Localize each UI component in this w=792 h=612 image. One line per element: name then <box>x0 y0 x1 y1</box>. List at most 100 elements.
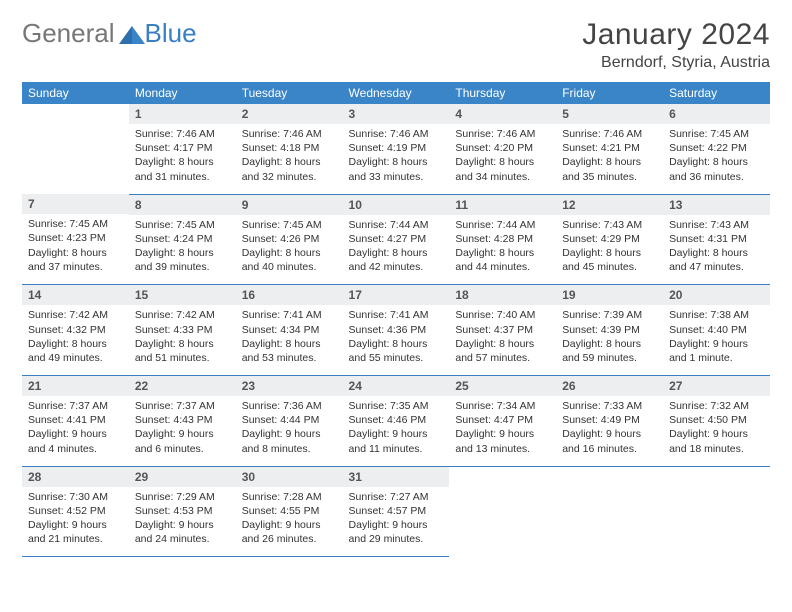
day-number: 7 <box>22 194 129 214</box>
calendar-cell: 12Sunrise: 7:43 AMSunset: 4:29 PMDayligh… <box>556 194 663 285</box>
calendar-body: 1Sunrise: 7:46 AMSunset: 4:17 PMDaylight… <box>22 104 770 557</box>
day-number: 2 <box>236 104 343 124</box>
day-number: 25 <box>449 376 556 396</box>
day-number: 31 <box>343 467 450 487</box>
logo: General Blue <box>22 18 197 49</box>
day-details: Sunrise: 7:45 AMSunset: 4:22 PMDaylight:… <box>663 124 770 194</box>
location-text: Berndorf, Styria, Austria <box>582 54 770 72</box>
title-block: January 2024 Berndorf, Styria, Austria <box>582 18 770 72</box>
day-number: 17 <box>343 285 450 305</box>
day-number: 3 <box>343 104 450 124</box>
day-number: 24 <box>343 376 450 396</box>
calendar-cell: 25Sunrise: 7:34 AMSunset: 4:47 PMDayligh… <box>449 376 556 467</box>
day-number: 19 <box>556 285 663 305</box>
day-details: Sunrise: 7:43 AMSunset: 4:29 PMDaylight:… <box>556 215 663 285</box>
calendar-cell: 24Sunrise: 7:35 AMSunset: 4:46 PMDayligh… <box>343 376 450 467</box>
day-details: Sunrise: 7:37 AMSunset: 4:43 PMDaylight:… <box>129 396 236 466</box>
calendar-cell: 13Sunrise: 7:43 AMSunset: 4:31 PMDayligh… <box>663 194 770 285</box>
day-details: Sunrise: 7:46 AMSunset: 4:21 PMDaylight:… <box>556 124 663 194</box>
day-details: Sunrise: 7:30 AMSunset: 4:52 PMDaylight:… <box>22 487 129 557</box>
day-details: Sunrise: 7:29 AMSunset: 4:53 PMDaylight:… <box>129 487 236 557</box>
weekday-header: Friday <box>556 82 663 104</box>
day-number: 15 <box>129 285 236 305</box>
day-details: Sunrise: 7:42 AMSunset: 4:33 PMDaylight:… <box>129 305 236 375</box>
day-number: 12 <box>556 195 663 215</box>
day-number: 13 <box>663 195 770 215</box>
day-number: 23 <box>236 376 343 396</box>
calendar-row: 21Sunrise: 7:37 AMSunset: 4:41 PMDayligh… <box>22 376 770 467</box>
page-title: January 2024 <box>582 18 770 52</box>
calendar-cell: 7Sunrise: 7:45 AMSunset: 4:23 PMDaylight… <box>22 194 129 285</box>
calendar-cell: 14Sunrise: 7:42 AMSunset: 4:32 PMDayligh… <box>22 285 129 376</box>
day-details: Sunrise: 7:46 AMSunset: 4:19 PMDaylight:… <box>343 124 450 194</box>
day-number: 6 <box>663 104 770 124</box>
calendar-cell: 26Sunrise: 7:33 AMSunset: 4:49 PMDayligh… <box>556 376 663 467</box>
calendar-cell: 18Sunrise: 7:40 AMSunset: 4:37 PMDayligh… <box>449 285 556 376</box>
day-number: 27 <box>663 376 770 396</box>
calendar-cell <box>22 104 129 194</box>
day-details: Sunrise: 7:46 AMSunset: 4:20 PMDaylight:… <box>449 124 556 194</box>
day-number: 9 <box>236 195 343 215</box>
day-number: 29 <box>129 467 236 487</box>
calendar-cell: 21Sunrise: 7:37 AMSunset: 4:41 PMDayligh… <box>22 376 129 467</box>
day-details: Sunrise: 7:44 AMSunset: 4:27 PMDaylight:… <box>343 215 450 285</box>
day-number: 30 <box>236 467 343 487</box>
calendar-cell: 2Sunrise: 7:46 AMSunset: 4:18 PMDaylight… <box>236 104 343 194</box>
calendar-cell <box>449 466 556 557</box>
calendar-row: 14Sunrise: 7:42 AMSunset: 4:32 PMDayligh… <box>22 285 770 376</box>
calendar-cell: 15Sunrise: 7:42 AMSunset: 4:33 PMDayligh… <box>129 285 236 376</box>
day-details: Sunrise: 7:34 AMSunset: 4:47 PMDaylight:… <box>449 396 556 466</box>
logo-text-2: Blue <box>145 18 197 49</box>
day-number: 20 <box>663 285 770 305</box>
day-details: Sunrise: 7:41 AMSunset: 4:34 PMDaylight:… <box>236 305 343 375</box>
day-details: Sunrise: 7:43 AMSunset: 4:31 PMDaylight:… <box>663 215 770 285</box>
calendar-cell: 5Sunrise: 7:46 AMSunset: 4:21 PMDaylight… <box>556 104 663 194</box>
day-details: Sunrise: 7:46 AMSunset: 4:17 PMDaylight:… <box>129 124 236 194</box>
calendar-cell: 4Sunrise: 7:46 AMSunset: 4:20 PMDaylight… <box>449 104 556 194</box>
header: General Blue January 2024 Berndorf, Styr… <box>22 18 770 72</box>
weekday-header: Thursday <box>449 82 556 104</box>
calendar-cell: 28Sunrise: 7:30 AMSunset: 4:52 PMDayligh… <box>22 466 129 557</box>
day-number: 10 <box>343 195 450 215</box>
day-details: Sunrise: 7:28 AMSunset: 4:55 PMDaylight:… <box>236 487 343 557</box>
weekday-header: Monday <box>129 82 236 104</box>
day-number: 14 <box>22 285 129 305</box>
weekday-header: Tuesday <box>236 82 343 104</box>
day-details: Sunrise: 7:27 AMSunset: 4:57 PMDaylight:… <box>343 487 450 557</box>
day-number: 8 <box>129 195 236 215</box>
day-number: 26 <box>556 376 663 396</box>
day-details: Sunrise: 7:32 AMSunset: 4:50 PMDaylight:… <box>663 396 770 466</box>
day-number: 1 <box>129 104 236 124</box>
calendar-cell: 27Sunrise: 7:32 AMSunset: 4:50 PMDayligh… <box>663 376 770 467</box>
calendar-cell <box>663 466 770 557</box>
day-number: 22 <box>129 376 236 396</box>
day-number: 4 <box>449 104 556 124</box>
calendar-row: 28Sunrise: 7:30 AMSunset: 4:52 PMDayligh… <box>22 466 770 557</box>
day-details: Sunrise: 7:33 AMSunset: 4:49 PMDaylight:… <box>556 396 663 466</box>
day-details: Sunrise: 7:46 AMSunset: 4:18 PMDaylight:… <box>236 124 343 194</box>
calendar-page: General Blue January 2024 Berndorf, Styr… <box>0 0 792 575</box>
calendar-row: 1Sunrise: 7:46 AMSunset: 4:17 PMDaylight… <box>22 104 770 194</box>
day-details: Sunrise: 7:42 AMSunset: 4:32 PMDaylight:… <box>22 305 129 375</box>
day-details: Sunrise: 7:39 AMSunset: 4:39 PMDaylight:… <box>556 305 663 375</box>
calendar-cell: 6Sunrise: 7:45 AMSunset: 4:22 PMDaylight… <box>663 104 770 194</box>
day-number: 18 <box>449 285 556 305</box>
day-number: 16 <box>236 285 343 305</box>
calendar-cell: 22Sunrise: 7:37 AMSunset: 4:43 PMDayligh… <box>129 376 236 467</box>
day-details: Sunrise: 7:44 AMSunset: 4:28 PMDaylight:… <box>449 215 556 285</box>
calendar-cell: 8Sunrise: 7:45 AMSunset: 4:24 PMDaylight… <box>129 194 236 285</box>
logo-text-1: General <box>22 18 115 49</box>
calendar-cell: 23Sunrise: 7:36 AMSunset: 4:44 PMDayligh… <box>236 376 343 467</box>
weekday-header: Sunday <box>22 82 129 104</box>
day-details: Sunrise: 7:45 AMSunset: 4:23 PMDaylight:… <box>22 214 129 284</box>
calendar-head: SundayMondayTuesdayWednesdayThursdayFrid… <box>22 82 770 104</box>
day-number: 11 <box>449 195 556 215</box>
calendar-cell <box>556 466 663 557</box>
calendar-table: SundayMondayTuesdayWednesdayThursdayFrid… <box>22 82 770 557</box>
calendar-cell: 29Sunrise: 7:29 AMSunset: 4:53 PMDayligh… <box>129 466 236 557</box>
calendar-cell: 3Sunrise: 7:46 AMSunset: 4:19 PMDaylight… <box>343 104 450 194</box>
calendar-cell: 1Sunrise: 7:46 AMSunset: 4:17 PMDaylight… <box>129 104 236 194</box>
calendar-cell: 9Sunrise: 7:45 AMSunset: 4:26 PMDaylight… <box>236 194 343 285</box>
calendar-cell: 10Sunrise: 7:44 AMSunset: 4:27 PMDayligh… <box>343 194 450 285</box>
weekday-header: Wednesday <box>343 82 450 104</box>
